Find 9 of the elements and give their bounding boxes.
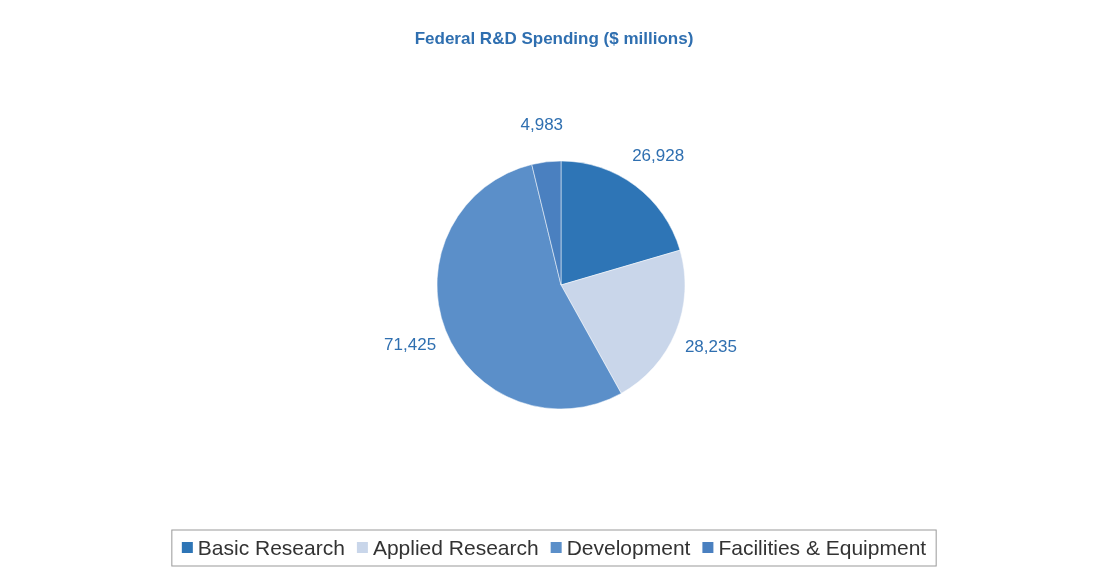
data-label: 26,928 xyxy=(632,146,685,166)
legend-label: Applied Research xyxy=(372,536,539,560)
data-label: 4,983 xyxy=(520,115,564,135)
legend-label: Facilities & Equipment xyxy=(718,536,927,560)
legend-label: Development xyxy=(566,536,691,560)
data-label: 28,235 xyxy=(684,337,737,357)
data-label: 71,425 xyxy=(384,334,437,354)
legend-label: Basic Research xyxy=(197,536,345,560)
chart-title: Federal R&D Spending ($ millions) xyxy=(414,29,694,48)
